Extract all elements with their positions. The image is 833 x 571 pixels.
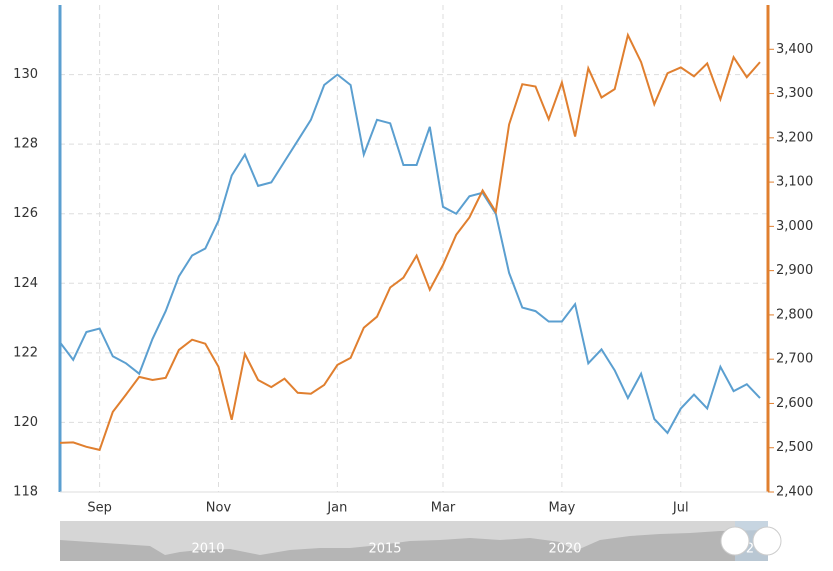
y2-tick-label: 2,800 bbox=[776, 307, 813, 322]
x-tick-label: May bbox=[548, 501, 575, 516]
y2-tick-label: 3,000 bbox=[776, 219, 813, 234]
line-series bbox=[59, 32, 761, 452]
y-tick-label: 120 bbox=[13, 415, 38, 430]
y-tick-label: 130 bbox=[13, 67, 38, 82]
navigator-handle[interactable] bbox=[752, 526, 782, 556]
y2-tick-label: 2,900 bbox=[776, 263, 813, 278]
x-tick-label: Nov bbox=[206, 501, 232, 516]
y2-tick-label: 3,400 bbox=[776, 42, 813, 57]
y2-tick-label: 3,200 bbox=[776, 130, 813, 145]
y-tick-label: 126 bbox=[13, 206, 38, 221]
y2-tick-label: 2,500 bbox=[776, 440, 813, 455]
y2-tick-label: 2,600 bbox=[776, 396, 813, 411]
line-series bbox=[59, 73, 761, 435]
y2-tick-label: 2,700 bbox=[776, 352, 813, 367]
x-tick-label: Jul bbox=[672, 501, 689, 516]
x-tick-label: Jan bbox=[326, 501, 347, 516]
navigator-handle[interactable] bbox=[720, 526, 750, 556]
y-tick-label: 124 bbox=[13, 276, 38, 291]
navigator-label: 2010 bbox=[191, 542, 224, 557]
y-tick-label: 118 bbox=[13, 485, 38, 500]
navigator-label: 2020 bbox=[548, 542, 581, 557]
y-tick-label: 122 bbox=[13, 345, 38, 360]
navigator-label: 2015 bbox=[368, 542, 401, 557]
y-tick-label: 128 bbox=[13, 137, 38, 152]
navigator-label: 2 bbox=[746, 542, 754, 557]
y2-tick-label: 3,100 bbox=[776, 175, 813, 190]
x-tick-label: Mar bbox=[431, 501, 456, 516]
navigator[interactable]: 2010 2015 2020 2 bbox=[60, 521, 782, 561]
navigator-area bbox=[60, 530, 768, 561]
x-tick-label: Sep bbox=[87, 501, 112, 516]
y2-tick-label: 2,400 bbox=[776, 485, 813, 500]
y2-tick-label: 3,300 bbox=[776, 86, 813, 101]
